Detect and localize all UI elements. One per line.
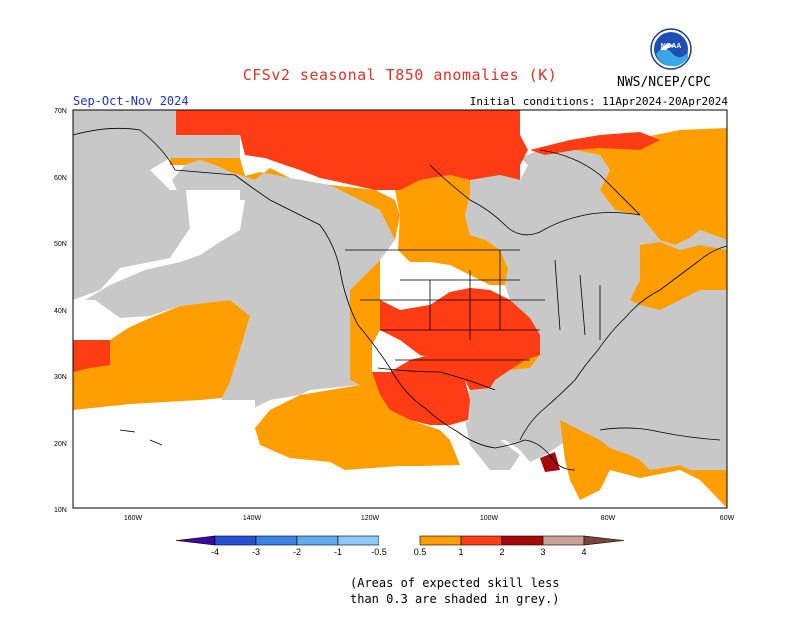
skill-footnote: (Areas of expected skill less than 0.3 a… xyxy=(350,575,560,607)
lon-label: 120W xyxy=(361,515,380,522)
colorbar-tick-label: 1 xyxy=(458,547,463,557)
colorbar-segment xyxy=(255,535,298,546)
colorbar-arrow-left xyxy=(175,535,216,546)
colorbar-segment xyxy=(337,535,380,546)
footnote-line-2: than 0.3 are shaded in grey.) xyxy=(350,592,560,606)
anomaly-map: 70N 60N 50N 40N 30N 20N 10N 160W 140W 12… xyxy=(54,108,735,522)
colorbar-tick-label: 2 xyxy=(499,547,504,557)
anomaly-2-3 xyxy=(540,452,560,472)
noaa-logo-icon: NOAA xyxy=(650,28,692,70)
colorbar-segment xyxy=(501,535,544,546)
lat-label: 60N xyxy=(54,175,67,182)
lon-label: 60W xyxy=(720,515,735,522)
lat-label: 10N xyxy=(54,507,67,514)
lat-label: 50N xyxy=(54,241,67,248)
colorbar-segment xyxy=(460,535,503,546)
colorbar-tick-label: 0.5 xyxy=(414,547,427,557)
colorbar-arrow-right xyxy=(583,535,625,546)
colorbar-segment xyxy=(419,535,462,546)
initial-conditions: Initial conditions: 11Apr2024-20Apr2024 xyxy=(469,95,728,108)
colorbar-tick-label: 4 xyxy=(581,547,586,557)
coastlines xyxy=(73,127,727,471)
chart-title: CFSv2 seasonal T850 anomalies (K) xyxy=(242,66,558,84)
lon-label: 80W xyxy=(601,515,616,522)
colorbar-segment xyxy=(379,536,420,545)
colorbar-tick-label: -4 xyxy=(211,547,219,557)
colorbar-tick-label: -3 xyxy=(252,547,260,557)
colorbar-segment xyxy=(214,535,257,546)
lon-label: 100W xyxy=(480,515,499,522)
footnote-line-1: (Areas of expected skill less xyxy=(350,576,560,590)
lat-label: 30N xyxy=(54,374,67,381)
season-label: Sep-Oct-Nov 2024 xyxy=(73,94,189,108)
colorbar-tick-label: -1 xyxy=(334,547,342,557)
lat-label: 40N xyxy=(54,308,67,315)
colorbar-tick-label: -0.5 xyxy=(371,547,387,557)
organization-label: NWS/NCEP/CPC xyxy=(617,75,711,90)
colorbar-segment xyxy=(542,535,585,546)
lat-label: 20N xyxy=(54,441,67,448)
colorbar-segment xyxy=(296,535,339,546)
svg-text:NOAA: NOAA xyxy=(661,43,682,50)
colorbar-tick-label: -2 xyxy=(293,547,301,557)
lon-label: 160W xyxy=(124,515,143,522)
colorbar-tick-label: 3 xyxy=(540,547,545,557)
lat-label: 70N xyxy=(54,108,67,115)
lon-label: 140W xyxy=(243,515,262,522)
